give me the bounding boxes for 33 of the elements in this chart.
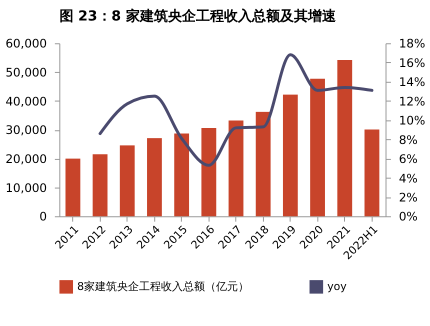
y-tick-label: 60,000 xyxy=(5,36,47,51)
y2-tick-label: 8% xyxy=(398,132,418,147)
bar xyxy=(282,94,298,216)
y2-tick-label: 2% xyxy=(398,190,418,204)
bar xyxy=(120,145,135,216)
y-tick-label: 30,000 xyxy=(5,123,47,138)
y-tick-label: 40,000 xyxy=(5,94,47,108)
y-tick-label: 50,000 xyxy=(5,66,47,80)
bar xyxy=(174,134,190,216)
bar xyxy=(147,138,162,216)
y-tick-label: 20,000 xyxy=(5,152,47,166)
legend-label: 8家建筑央企工程收入总额（亿元） xyxy=(77,280,250,293)
y2-tick-label: 0% xyxy=(398,210,418,224)
bar xyxy=(92,154,108,216)
y2-tick-label: 16% xyxy=(398,56,426,70)
y2-tick-label: 4% xyxy=(398,171,418,186)
bar xyxy=(228,120,244,216)
legend-label: yoy xyxy=(327,280,348,293)
y-tick-label: 10,000 xyxy=(5,180,47,195)
line-series xyxy=(98,53,374,167)
chart-title: 图 23：8 家建筑央企工程收入总额及其增速 xyxy=(59,8,337,25)
bar xyxy=(364,129,380,216)
bar xyxy=(201,128,216,216)
y2-tick-label: 12% xyxy=(398,94,426,108)
y2-tick-label: 18% xyxy=(398,36,426,51)
y2-tick-label: 10% xyxy=(398,114,426,128)
y2-tick-label: 14% xyxy=(398,75,426,90)
bar xyxy=(337,60,352,216)
bar xyxy=(256,112,271,216)
bar xyxy=(310,78,325,216)
y2-tick-label: 6% xyxy=(398,152,418,166)
bar xyxy=(65,158,80,216)
y-tick-label: 0 xyxy=(39,210,47,224)
